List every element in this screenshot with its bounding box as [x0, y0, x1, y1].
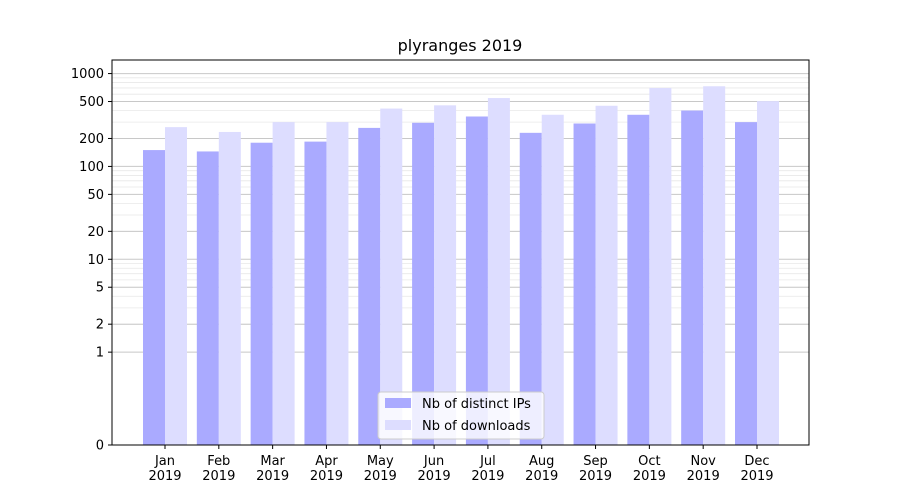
bar-distinct-ips-7 [465, 116, 488, 446]
x-tick-label: May 2019 [364, 454, 397, 484]
x-tick-label: Oct 2019 [633, 454, 666, 484]
bar-distinct-ips-10 [627, 114, 650, 446]
y-tick-label: 20 [87, 225, 104, 240]
y-tick-label: 50 [87, 188, 104, 203]
bar-downloads-2 [218, 131, 241, 445]
bar-downloads-12 [757, 101, 779, 446]
bar-distinct-ips-4 [304, 141, 327, 446]
bar-downloads-3 [272, 122, 295, 446]
y-tick-label: 10 [87, 253, 104, 268]
y-tick-label: 100 [79, 160, 104, 175]
bar-downloads-6 [434, 105, 457, 445]
legend-swatch-distinct-ips [385, 398, 411, 408]
y-tick-label: 1 [96, 346, 104, 361]
bars [143, 86, 779, 446]
bar-downloads-1 [165, 127, 187, 446]
bar-downloads-5 [380, 108, 403, 445]
bar-downloads-7 [487, 98, 510, 445]
bar-distinct-ips-1 [143, 150, 165, 445]
bar-downloads-4 [326, 122, 349, 446]
x-tick-label: Jul 2019 [471, 454, 504, 484]
legend-swatch-downloads [385, 420, 411, 430]
legend: Nb of distinct IPs Nb of downloads [377, 391, 545, 440]
x-tick-label: Mar 2019 [256, 454, 289, 484]
x-tick-label: Apr 2019 [310, 454, 343, 484]
bar-downloads-9 [595, 105, 618, 446]
y-tick-label: 5 [96, 281, 104, 296]
bar-distinct-ips-12 [735, 122, 757, 446]
x-tick-label: Sep 2019 [579, 454, 612, 484]
y-tick-label: 2 [96, 318, 104, 333]
x-tick-label: Dec 2019 [740, 454, 773, 484]
x-tick-label: Jun 2019 [418, 454, 451, 484]
bar-distinct-ips-8 [519, 132, 542, 445]
x-tick-label: Aug 2019 [525, 454, 558, 484]
bar-distinct-ips-11 [681, 110, 704, 445]
x-tick-label: Nov 2019 [687, 454, 720, 484]
legend-label-distinct-ips: Nb of distinct IPs [422, 397, 531, 412]
bar-distinct-ips-5 [358, 127, 381, 445]
x-tick-label: Jan 2019 [148, 454, 181, 484]
y-tick-label: 1000 [71, 67, 104, 82]
legend-box [377, 391, 545, 440]
bar-distinct-ips-6 [412, 122, 435, 445]
y-tick-label: 500 [79, 95, 104, 110]
x-tick-label: Feb 2019 [202, 454, 235, 484]
chart-title: plyranges 2019 [398, 36, 523, 55]
bar-distinct-ips-2 [196, 151, 219, 445]
y-axis: 0 1 2 5 10 20 50 100 200 500 1000 [71, 67, 112, 454]
y-tick-label: 0 [96, 439, 104, 454]
bar-downloads-11 [703, 86, 726, 445]
x-axis: Jan 2019 Feb 2019 Mar 2019 Apr 2019 May 2019 Jun 20… [148, 445, 774, 484]
plot-frame [111, 59, 810, 446]
bar-downloads-8 [541, 114, 564, 446]
bar-downloads-10 [649, 87, 672, 446]
y-tick-label: 200 [79, 132, 104, 147]
legend-label-downloads: Nb of downloads [422, 419, 531, 434]
bar-distinct-ips-3 [250, 142, 273, 445]
bar-distinct-ips-9 [573, 123, 596, 445]
